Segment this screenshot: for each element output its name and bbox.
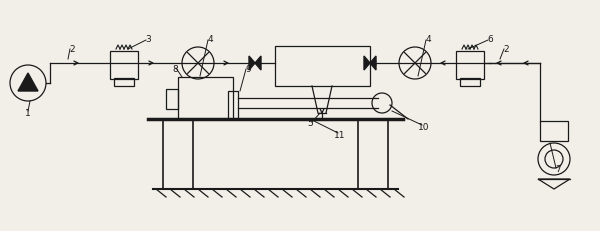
Text: 11: 11: [334, 130, 346, 139]
Text: 4: 4: [425, 35, 431, 44]
Text: 9: 9: [245, 65, 251, 74]
Text: 6: 6: [487, 35, 493, 44]
Polygon shape: [364, 57, 370, 71]
Bar: [166, 90, 178, 109]
Polygon shape: [255, 57, 261, 71]
Text: 7: 7: [555, 165, 561, 174]
Text: 3: 3: [145, 35, 151, 44]
Polygon shape: [18, 74, 38, 92]
Bar: [110, 52, 138, 80]
Bar: [456, 52, 484, 80]
Bar: [178, 78, 233, 119]
Polygon shape: [370, 57, 376, 71]
Bar: [275, 47, 370, 87]
Text: 4: 4: [207, 35, 213, 44]
Bar: [228, 92, 238, 119]
Text: 2: 2: [69, 44, 75, 53]
Text: 2: 2: [503, 44, 509, 53]
Text: 8: 8: [172, 65, 178, 74]
Bar: [114, 79, 134, 87]
Text: 5: 5: [307, 119, 313, 128]
Bar: [460, 79, 480, 87]
Polygon shape: [249, 57, 255, 71]
Text: 10: 10: [418, 122, 430, 131]
Text: 1: 1: [25, 109, 31, 118]
Bar: [540, 122, 568, 141]
